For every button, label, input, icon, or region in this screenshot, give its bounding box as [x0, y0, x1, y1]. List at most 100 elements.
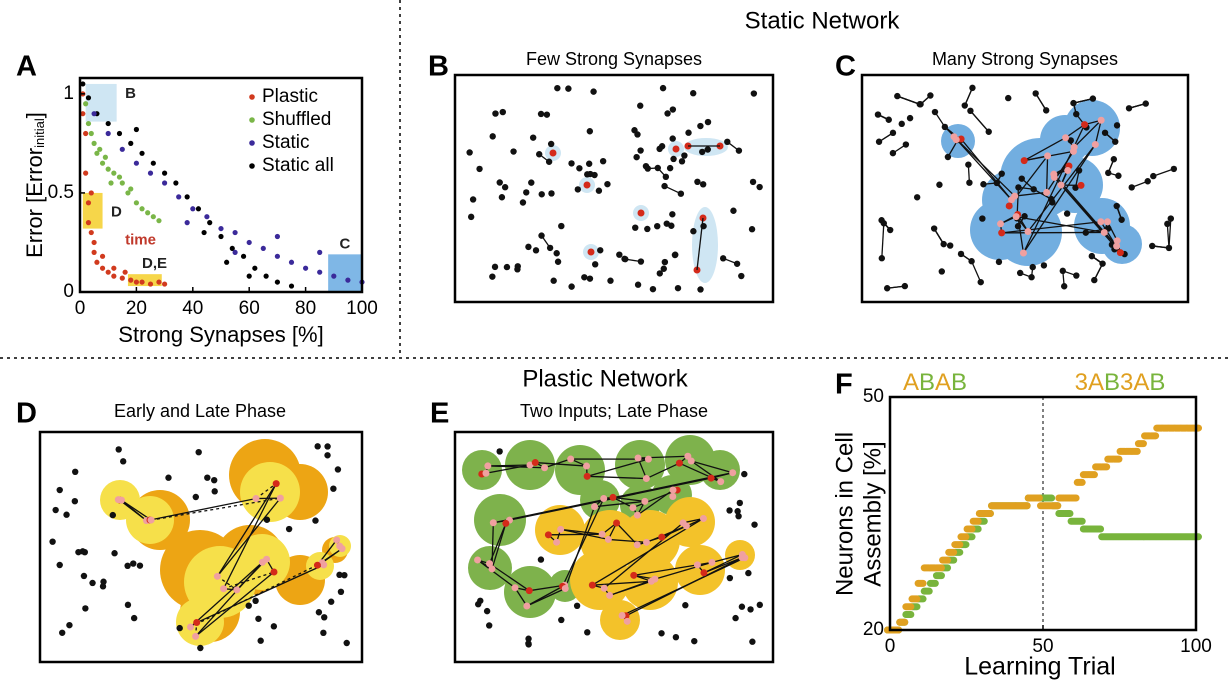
- neuron: [591, 261, 599, 268]
- neuron: [80, 572, 88, 580]
- synapse: [488, 523, 507, 564]
- neuron: [176, 624, 183, 632]
- data-point: [1073, 478, 1086, 486]
- panel-label: B: [428, 51, 449, 83]
- neuron: [549, 149, 557, 157]
- data-point: [122, 269, 128, 275]
- neuron: [1101, 129, 1109, 136]
- neuron: [1015, 184, 1022, 191]
- data-point: [119, 146, 125, 152]
- panel-frame: [453, 430, 775, 664]
- neuron: [315, 609, 323, 616]
- data-point: [85, 220, 92, 226]
- neuron: [741, 470, 748, 478]
- neuron: [257, 637, 264, 644]
- neuron: [616, 251, 623, 258]
- neuron: [554, 84, 561, 92]
- neuron: [192, 493, 200, 501]
- neuron: [330, 485, 337, 492]
- neuron: [707, 474, 715, 482]
- synapse: [149, 497, 257, 521]
- data-point: [128, 186, 134, 192]
- data-point: [263, 273, 269, 279]
- neuron: [1125, 105, 1133, 112]
- synapse: [646, 462, 680, 480]
- neuron: [258, 558, 266, 566]
- synapse: [222, 483, 277, 589]
- neuron: [1089, 95, 1097, 102]
- data-point: [908, 595, 921, 603]
- neuron: [270, 568, 278, 576]
- y-tick-label: 20: [863, 619, 884, 640]
- neuron: [661, 258, 669, 266]
- neuron: [525, 243, 532, 251]
- neuron: [598, 530, 606, 538]
- synapse: [489, 563, 530, 592]
- data-point: [240, 253, 247, 259]
- neuron: [252, 597, 259, 605]
- data-point: [981, 510, 994, 517]
- assembly: [692, 207, 718, 283]
- title-part: A: [935, 369, 951, 396]
- neuron: [885, 116, 892, 123]
- neuron: [633, 541, 641, 549]
- legend-label: Static: [262, 132, 310, 153]
- data-point: [195, 206, 202, 212]
- neuron: [59, 629, 66, 636]
- neuron: [547, 140, 555, 148]
- assembly: [620, 510, 680, 570]
- synapse: [216, 483, 277, 577]
- annotation: C: [339, 235, 350, 252]
- y-tick-label: 0: [63, 281, 74, 302]
- data-point: [260, 245, 266, 252]
- data-point: [229, 245, 235, 252]
- neuron: [568, 160, 575, 167]
- neuron: [913, 194, 921, 201]
- neuron: [583, 472, 591, 480]
- y-axis-label: Error [Errorinitial]: [22, 112, 48, 258]
- neuron: [496, 179, 503, 186]
- synapse: [487, 465, 545, 469]
- data-point: [88, 229, 94, 236]
- neuron: [756, 601, 764, 609]
- neuron: [63, 511, 70, 518]
- title-part: A: [903, 369, 919, 396]
- neuron: [525, 635, 532, 642]
- neuron: [245, 602, 252, 609]
- plot-frame: [78, 76, 364, 294]
- neuron: [1165, 244, 1173, 252]
- data-point: [108, 180, 114, 186]
- neuron: [979, 215, 986, 222]
- neuron: [498, 194, 506, 201]
- neuron: [1072, 184, 1079, 191]
- y-axis-label-part: initial: [32, 118, 47, 148]
- neuron: [541, 464, 549, 472]
- highlight-region: [82, 192, 103, 229]
- neuron: [756, 183, 763, 191]
- neuron: [1150, 172, 1157, 180]
- data-point: [926, 579, 939, 587]
- neuron: [49, 538, 56, 545]
- neuron: [690, 90, 697, 97]
- neuron: [567, 455, 575, 463]
- data-point: [939, 556, 952, 564]
- data-point: [288, 259, 295, 265]
- neuron: [634, 281, 642, 288]
- synapse: [612, 496, 634, 509]
- neuron: [561, 584, 569, 592]
- neuron: [526, 461, 534, 469]
- data-point: [331, 273, 337, 279]
- data-point: [99, 160, 106, 166]
- neuron: [492, 110, 499, 117]
- neuron: [333, 536, 341, 544]
- synapse: [538, 153, 550, 163]
- data-point: [150, 214, 156, 220]
- neuron: [466, 149, 473, 156]
- neuron: [1032, 90, 1039, 97]
- data-point: [1085, 471, 1098, 479]
- neuron: [659, 84, 667, 92]
- neuron: [538, 191, 545, 198]
- neuron: [641, 497, 649, 505]
- neuron: [708, 558, 716, 566]
- x-tick-label: 60: [239, 298, 260, 319]
